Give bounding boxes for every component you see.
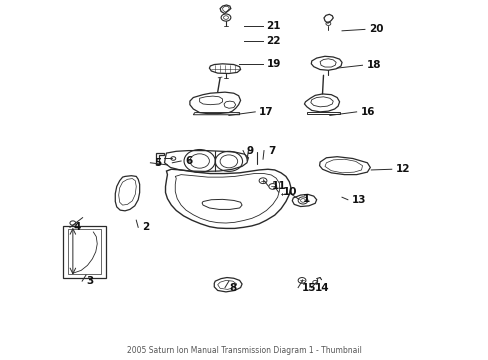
- Text: 4: 4: [74, 222, 81, 232]
- Text: 2005 Saturn Ion Manual Transmission Diagram 1 - Thumbnail: 2005 Saturn Ion Manual Transmission Diag…: [127, 346, 361, 355]
- Text: 18: 18: [366, 60, 380, 70]
- Text: 10: 10: [282, 187, 296, 197]
- Text: 11: 11: [272, 181, 286, 191]
- Text: 7: 7: [267, 145, 275, 156]
- Text: 8: 8: [228, 283, 236, 293]
- Text: 9: 9: [246, 145, 254, 156]
- Text: 22: 22: [266, 36, 281, 46]
- Text: 15: 15: [302, 283, 316, 293]
- Text: 5: 5: [154, 158, 161, 168]
- Text: 16: 16: [360, 107, 374, 117]
- Text: 21: 21: [266, 21, 281, 31]
- Text: 14: 14: [315, 283, 329, 293]
- Text: 20: 20: [368, 24, 383, 35]
- Text: 19: 19: [266, 59, 280, 69]
- Text: 2: 2: [142, 222, 149, 232]
- Text: 12: 12: [395, 164, 409, 174]
- Text: 1: 1: [303, 194, 309, 204]
- Text: 13: 13: [351, 195, 366, 205]
- Text: 3: 3: [86, 276, 93, 286]
- Text: 17: 17: [259, 107, 273, 117]
- Text: 6: 6: [184, 156, 192, 166]
